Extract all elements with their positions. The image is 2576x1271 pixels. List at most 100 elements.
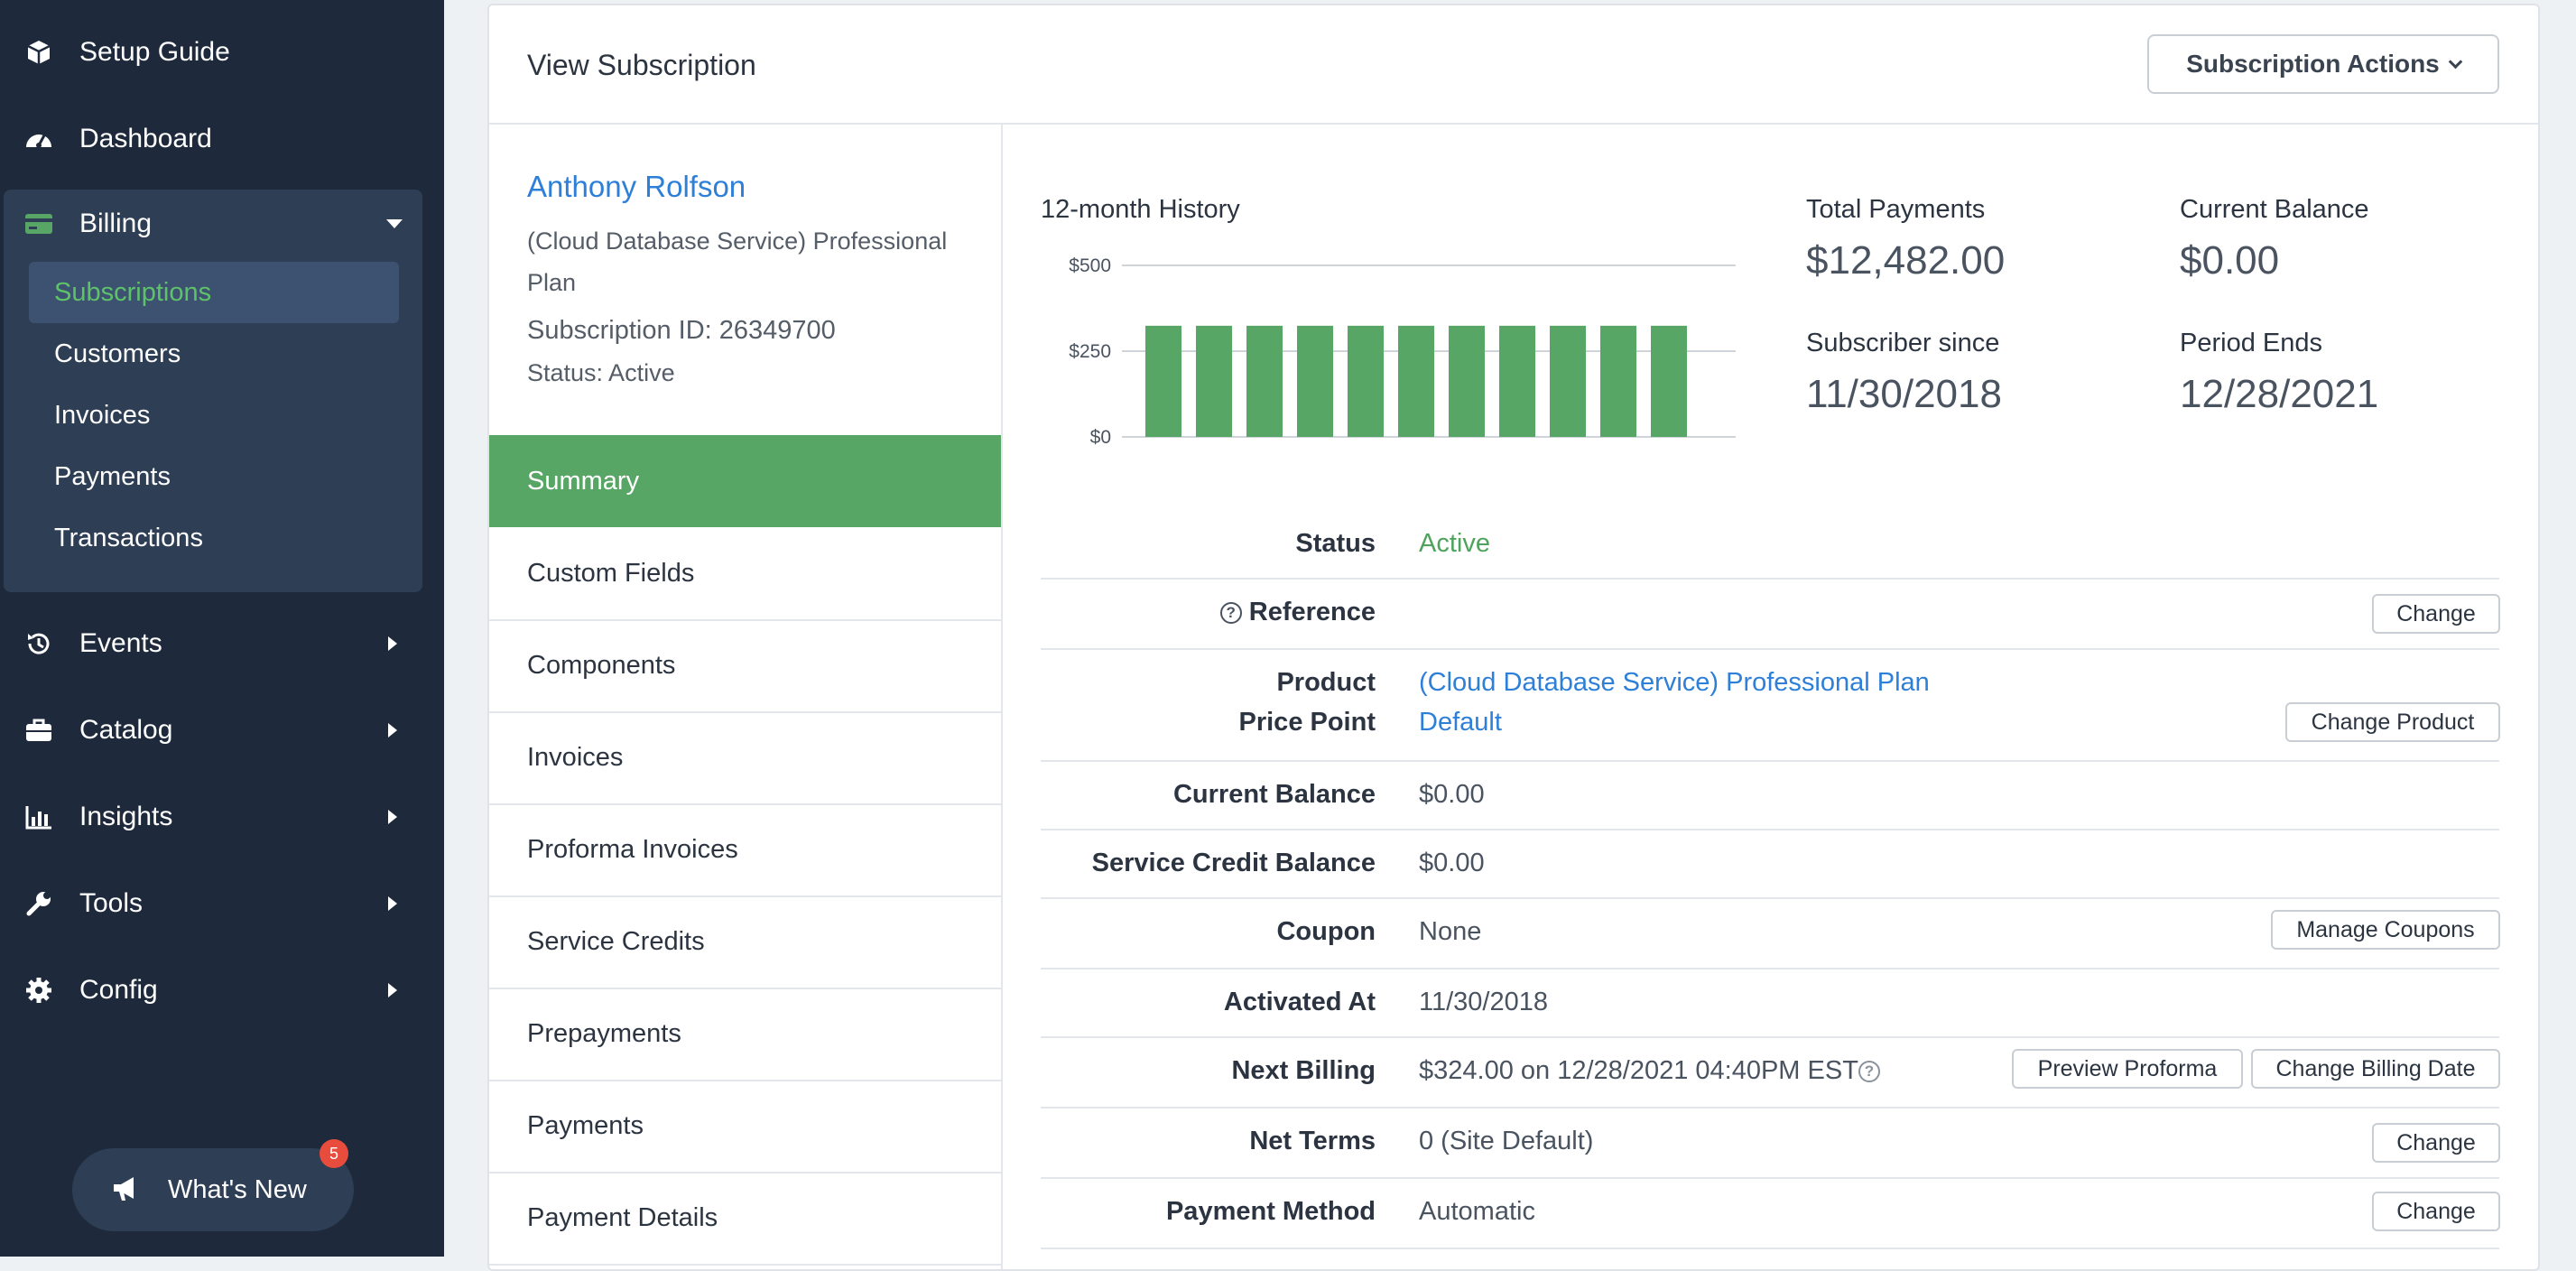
change-net-terms-button[interactable]: Change <box>2372 1123 2500 1163</box>
history-bar[interactable] <box>1600 325 1636 437</box>
sidebar-item-insights[interactable]: Insights <box>0 790 444 844</box>
sidebar-item-label: Config <box>79 975 158 1005</box>
detail-row-activated-at: Activated At 11/30/2018 <box>1041 969 2499 1038</box>
tab-custom-fields[interactable]: Custom Fields <box>489 527 1001 621</box>
change-payment-method-button[interactable]: Change <box>2372 1192 2500 1231</box>
sidebar-item-label: Setup Guide <box>79 37 230 67</box>
tab-payment-details[interactable]: Payment Details <box>489 1172 1001 1266</box>
wrench-icon <box>23 888 54 919</box>
sidebar-item-events[interactable]: Events <box>0 617 444 671</box>
sidebar-subitem-subscriptions[interactable]: Subscriptions <box>29 262 399 323</box>
tab-label: Invoices <box>527 742 624 772</box>
next-billing-text: $324.00 on 12/28/2021 04:40PM EST <box>1419 1056 1858 1085</box>
sidebar-item-label: Tools <box>79 888 144 918</box>
detail-label: Price Point <box>1238 708 1376 737</box>
subscriber-since-label: Subscriber since <box>1806 329 2000 357</box>
change-reference-button[interactable]: Change <box>2372 594 2500 634</box>
sidebar-item-label: Events <box>79 628 162 658</box>
detail-row-current-balance: Current Balance $0.00 <box>1041 762 2499 830</box>
sidebar-item-billing[interactable]: Billing <box>0 197 444 251</box>
subitem-label: Subscriptions <box>54 277 212 307</box>
history-bar[interactable] <box>1449 325 1485 437</box>
sidebar-subitem-invoices[interactable]: Invoices <box>29 385 399 446</box>
tab-payments[interactable]: Payments <box>489 1080 1001 1174</box>
sidebar-item-config[interactable]: Config <box>0 963 444 1017</box>
sidebar-item-setup-guide[interactable]: Setup Guide <box>0 25 444 79</box>
next-billing-value: $324.00 on 12/28/2021 04:40PM EST? <box>1419 1056 1880 1086</box>
manage-coupons-button[interactable]: Manage Coupons <box>2271 910 2500 950</box>
detail-label: Payment Method <box>1165 1197 1376 1226</box>
tab-service-credits[interactable]: Service Credits <box>489 895 1001 989</box>
subitem-label: Payments <box>54 461 171 491</box>
detail-label: Product <box>1276 668 1376 697</box>
sidebar-item-catalog[interactable]: Catalog <box>0 703 444 757</box>
subscriber-since-value: 11/30/2018 <box>1806 372 2002 416</box>
product-link[interactable]: (Cloud Database Service) Professional Pl… <box>1419 668 1930 697</box>
history-bar[interactable] <box>1398 325 1434 437</box>
history-bar[interactable] <box>1550 325 1586 437</box>
sidebar-item-tools[interactable]: Tools <box>0 877 444 931</box>
detail-row-status: Status Active <box>1041 496 2499 580</box>
subitem-label: Invoices <box>54 400 151 430</box>
tab-label: Payments <box>527 1110 644 1140</box>
coupon-value: None <box>1419 917 1482 946</box>
sidebar-subitem-customers[interactable]: Customers <box>29 323 399 385</box>
history-bar[interactable] <box>1145 325 1181 437</box>
subscription-id: Subscription ID: 26349700 <box>527 316 836 345</box>
history-bar[interactable] <box>1348 325 1384 437</box>
history-bar[interactable] <box>1651 325 1687 437</box>
tab-label: Service Credits <box>527 926 705 956</box>
tab-label: Custom Fields <box>527 558 695 588</box>
subscription-status: Status: Active <box>527 359 675 386</box>
detail-row-reference: ? Reference Change <box>1041 580 2500 650</box>
tab-label: Prepayments <box>527 1018 681 1048</box>
caret-down-icon <box>386 219 403 228</box>
customer-name-link[interactable]: Anthony Rolfson <box>527 170 746 203</box>
sidebar-subitem-payments[interactable]: Payments <box>29 446 399 507</box>
detail-label: Activated At <box>1223 988 1376 1016</box>
reference-label: Reference <box>1248 598 1376 626</box>
tab-summary[interactable]: Summary <box>489 435 1001 527</box>
y-tick-label: $500 <box>1069 255 1111 276</box>
detail-label: Status <box>1295 529 1376 558</box>
sidebar-subitem-transactions[interactable]: Transactions <box>29 507 399 569</box>
y-tick-label: $250 <box>1069 341 1111 362</box>
price-point-link[interactable]: Default <box>1419 708 1502 737</box>
help-icon[interactable]: ? <box>1219 602 1242 625</box>
total-payments-value: $12,482.00 <box>1806 238 2006 283</box>
detail-label: Next Billing <box>1231 1056 1376 1085</box>
history-bar[interactable] <box>1246 325 1283 437</box>
history-bar[interactable] <box>1499 325 1535 437</box>
bar-chart-icon <box>23 802 54 832</box>
billing-group: Billing Subscriptions Customers Invoices… <box>4 190 422 592</box>
caret-right-icon <box>388 723 397 738</box>
sidebar-item-dashboard[interactable]: Dashboard <box>0 112 444 166</box>
help-icon[interactable]: ? <box>1858 1061 1880 1083</box>
whats-new-button[interactable]: What's New 5 <box>72 1139 354 1231</box>
sidebar-item-label: Insights <box>79 802 173 831</box>
detail-row-net-terms: Net Terms 0 (Site Default) Change <box>1041 1109 2500 1179</box>
tab-label: Summary <box>527 466 640 496</box>
preview-proforma-button[interactable]: Preview Proforma <box>2012 1049 2243 1089</box>
tab-components[interactable]: Components <box>489 619 1001 713</box>
credit-card-icon <box>23 209 54 239</box>
subscription-actions-button[interactable]: Subscription Actions <box>2147 34 2499 94</box>
tab-proforma-invoices[interactable]: Proforma Invoices <box>489 803 1001 897</box>
history-bar[interactable] <box>1196 325 1232 437</box>
change-billing-date-button[interactable]: Change Billing Date <box>2251 1049 2500 1089</box>
period-ends-value: 12/28/2021 <box>2180 372 2379 416</box>
current-balance-value: $0.00 <box>1419 780 1485 809</box>
detail-label: ? Reference <box>1219 598 1376 627</box>
caret-right-icon <box>388 896 397 911</box>
tab-prepayments[interactable]: Prepayments <box>489 988 1001 1081</box>
detail-label: Coupon <box>1276 917 1376 946</box>
change-product-button[interactable]: Change Product <box>2285 702 2500 742</box>
whats-new-label: What's New <box>168 1174 307 1204</box>
activated-value: 11/30/2018 <box>1419 988 1548 1016</box>
tab-invoices[interactable]: Invoices <box>489 711 1001 805</box>
plan-name: (Cloud Database Service) Professional Pl… <box>527 227 948 296</box>
megaphone-icon <box>112 1175 141 1210</box>
history-bar[interactable] <box>1297 325 1333 437</box>
history-icon <box>23 628 54 659</box>
history-chart: $500 $250 $0 <box>1069 255 1736 448</box>
